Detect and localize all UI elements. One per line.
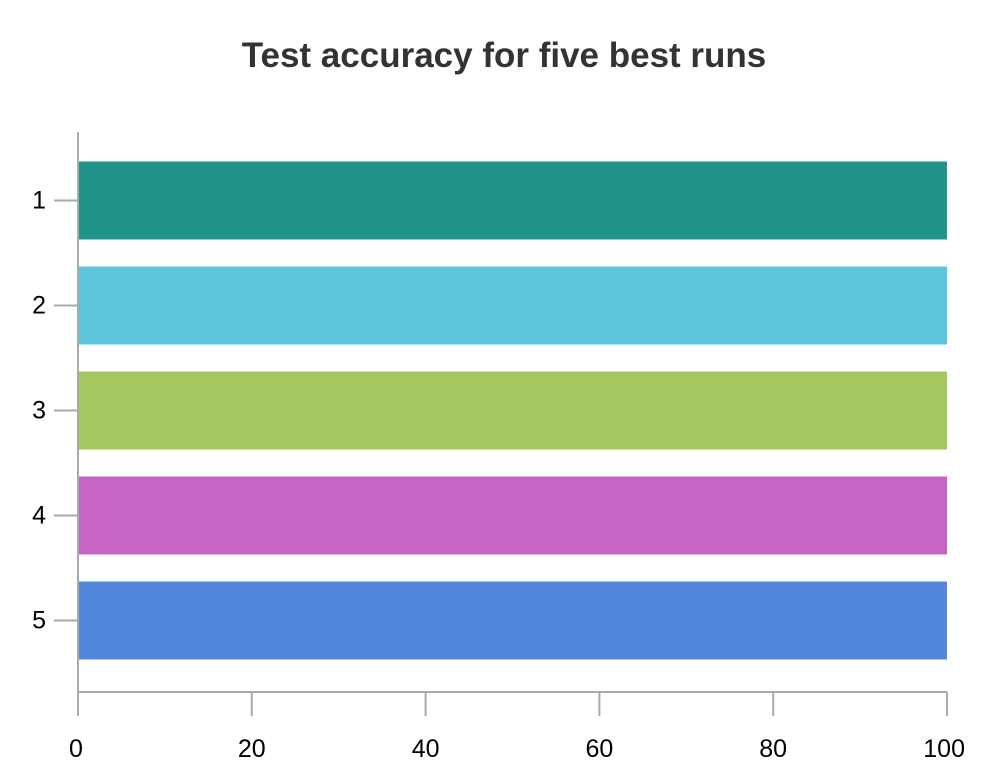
y-tick-label: 3 bbox=[32, 397, 46, 425]
chart-title: Test accuracy for five best runs bbox=[241, 36, 767, 75]
bar-5 bbox=[78, 581, 947, 660]
bar-1 bbox=[78, 161, 947, 240]
x-tick-label: 100 bbox=[923, 735, 965, 763]
bar-3 bbox=[78, 371, 947, 450]
x-tick-label: 0 bbox=[69, 735, 83, 763]
y-tick-label: 5 bbox=[32, 607, 46, 635]
y-axis: 1 2 3 4 5 bbox=[32, 132, 79, 716]
bar-4 bbox=[78, 476, 947, 555]
x-tick-label: 20 bbox=[238, 735, 266, 763]
x-tick-label: 80 bbox=[759, 735, 787, 763]
x-tick-label: 60 bbox=[585, 735, 613, 763]
y-tick-label: 4 bbox=[32, 502, 46, 530]
x-axis: 0 20 40 60 80 100 bbox=[69, 691, 965, 763]
y-tick-label: 2 bbox=[32, 292, 46, 320]
bar-2 bbox=[78, 266, 947, 345]
y-tick-label: 1 bbox=[32, 187, 46, 215]
bars-group bbox=[78, 161, 947, 660]
x-tick-label: 40 bbox=[412, 735, 440, 763]
